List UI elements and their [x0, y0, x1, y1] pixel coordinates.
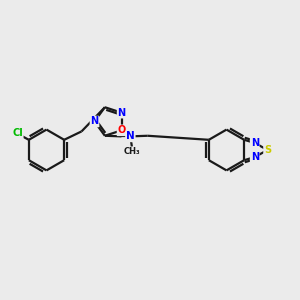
Text: N: N	[250, 138, 259, 148]
Text: N: N	[90, 116, 99, 127]
Text: N: N	[250, 152, 259, 162]
Text: Cl: Cl	[12, 128, 23, 138]
Text: N: N	[126, 131, 135, 141]
Text: S: S	[264, 145, 271, 155]
Text: N: N	[118, 108, 126, 118]
Text: CH₃: CH₃	[124, 148, 140, 157]
Text: O: O	[118, 125, 126, 135]
